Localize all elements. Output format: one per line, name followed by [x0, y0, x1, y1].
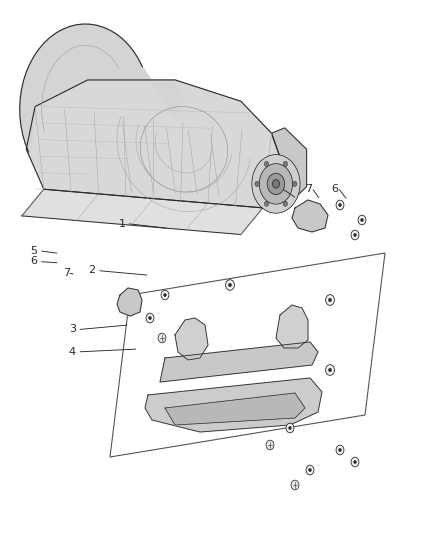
- Circle shape: [339, 448, 341, 451]
- Circle shape: [328, 298, 332, 302]
- Circle shape: [328, 368, 332, 372]
- Circle shape: [255, 181, 259, 187]
- Polygon shape: [263, 128, 307, 208]
- Circle shape: [164, 293, 166, 297]
- Text: 2: 2: [88, 265, 95, 275]
- Text: 6: 6: [332, 184, 339, 194]
- Circle shape: [146, 313, 154, 323]
- Text: 1: 1: [119, 219, 126, 229]
- Polygon shape: [22, 189, 263, 235]
- Polygon shape: [175, 318, 208, 360]
- Text: 5: 5: [275, 184, 282, 194]
- Circle shape: [293, 181, 297, 187]
- Polygon shape: [160, 342, 318, 382]
- Circle shape: [353, 233, 357, 237]
- Circle shape: [267, 173, 285, 195]
- Circle shape: [358, 215, 366, 225]
- Polygon shape: [165, 393, 305, 425]
- Circle shape: [291, 480, 299, 490]
- Circle shape: [351, 230, 359, 240]
- Polygon shape: [145, 378, 322, 432]
- Circle shape: [336, 445, 344, 455]
- Circle shape: [148, 316, 152, 320]
- Circle shape: [158, 333, 166, 343]
- Circle shape: [252, 155, 300, 213]
- Circle shape: [309, 469, 311, 472]
- Circle shape: [339, 203, 341, 207]
- Polygon shape: [292, 200, 328, 232]
- Circle shape: [266, 440, 274, 450]
- Text: 3: 3: [69, 325, 76, 334]
- Circle shape: [325, 365, 334, 375]
- Text: 7: 7: [63, 268, 70, 278]
- Circle shape: [259, 164, 293, 204]
- Circle shape: [286, 423, 294, 433]
- Polygon shape: [276, 305, 308, 348]
- Circle shape: [306, 465, 314, 475]
- Circle shape: [360, 219, 364, 222]
- Circle shape: [325, 295, 334, 305]
- Polygon shape: [117, 288, 142, 316]
- Circle shape: [265, 161, 269, 167]
- Circle shape: [161, 290, 169, 300]
- Polygon shape: [26, 80, 285, 208]
- Circle shape: [229, 283, 232, 287]
- Text: 6: 6: [31, 256, 38, 266]
- Text: 5: 5: [31, 246, 38, 255]
- Circle shape: [353, 461, 357, 464]
- Circle shape: [336, 200, 344, 210]
- Text: 7: 7: [305, 184, 312, 194]
- Polygon shape: [20, 24, 184, 152]
- Circle shape: [351, 457, 359, 467]
- Circle shape: [283, 201, 287, 206]
- Circle shape: [289, 426, 291, 430]
- Circle shape: [265, 201, 269, 206]
- Circle shape: [272, 180, 279, 188]
- Circle shape: [283, 161, 287, 167]
- Text: 4: 4: [69, 347, 76, 357]
- Circle shape: [226, 280, 234, 290]
